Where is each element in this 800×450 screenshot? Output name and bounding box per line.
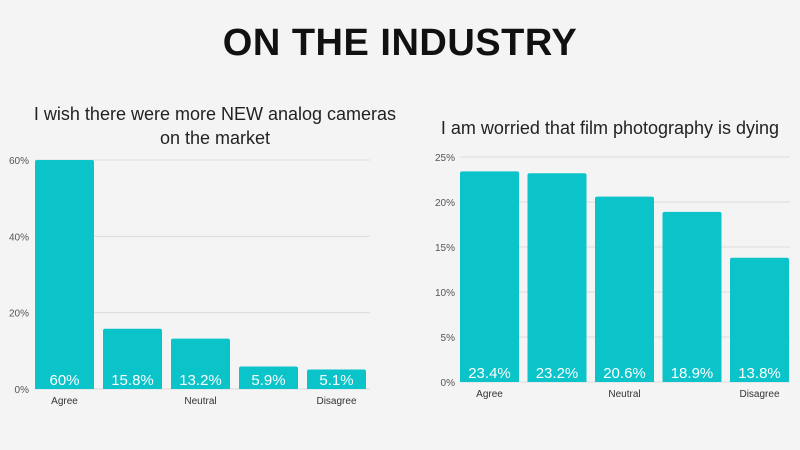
y-tick-label: 25% [435,153,455,164]
y-tick-label: 0% [441,378,456,389]
y-tick-label: 60% [9,156,29,167]
x-category-label: Disagree [316,396,356,407]
data-label: 60% [49,372,79,389]
data-label: 23.2% [536,365,579,382]
y-tick-label: 20% [435,198,455,209]
page-title: ON THE INDUSTRY [222,22,578,64]
data-label: 15.8% [111,372,154,389]
bar-left-2 [171,338,230,389]
bar-left-4 [307,369,366,389]
data-label: 5.1% [319,372,353,389]
y-tick-label: 0% [15,385,30,396]
bar-right-2 [595,196,654,382]
bar-left-0 [35,160,94,389]
x-category-label: Neutral [184,396,216,407]
y-tick-label: 20% [9,309,29,320]
chart-title-right: I am worried that film photography is dy… [440,118,780,138]
x-category-label: Agree [476,389,503,400]
bar-right-4 [730,257,789,382]
data-label: 13.2% [179,372,222,389]
y-tick-label: 40% [9,232,29,243]
bar-left-3 [239,366,298,389]
y-tick-label: 5% [441,333,456,344]
bar-left-1 [103,328,162,389]
chart-title-left: I wish there were more NEW analog camera… [33,104,397,148]
data-label: 5.9% [251,372,285,389]
data-label: 18.9% [671,365,714,382]
x-category-label: Agree [51,396,78,407]
y-tick-label: 10% [435,288,455,299]
x-category-label: Disagree [739,389,779,400]
data-label: 23.4% [468,365,511,382]
bar-right-3 [662,211,722,382]
data-label: 13.8% [738,365,781,382]
x-category-label: Neutral [608,389,640,400]
y-tick-label: 15% [435,243,455,254]
bar-right-0 [460,171,519,382]
data-label: 20.6% [603,365,646,382]
bar-right-1 [527,173,587,382]
